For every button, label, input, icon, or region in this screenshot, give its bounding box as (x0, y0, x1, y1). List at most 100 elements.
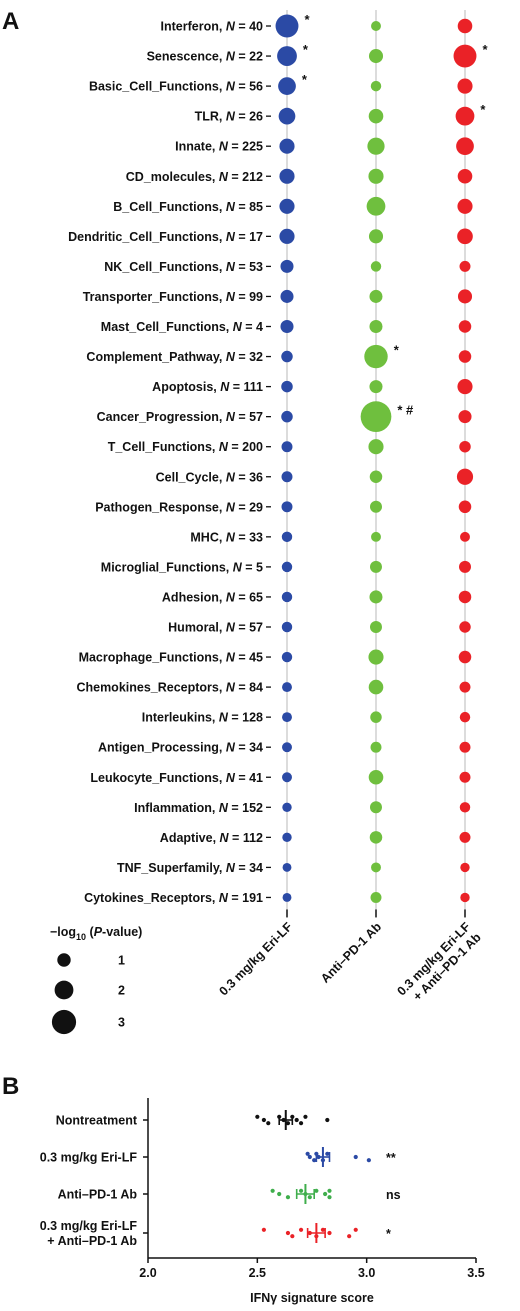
data-point (327, 1195, 332, 1200)
significance-label: * (386, 1227, 391, 1241)
dot (459, 621, 471, 633)
dot (281, 380, 293, 393)
row-label: CD_molecules, N = 212 (126, 170, 263, 184)
legend-label: 3 (118, 1016, 125, 1030)
legend-label: 1 (118, 954, 125, 968)
column-label: 0.3 mg/kg Eri-LF+ Anti–PD-1 Ab (394, 919, 484, 1009)
data-point (298, 1188, 304, 1193)
data-point (298, 1121, 304, 1126)
dot (281, 651, 293, 663)
dot (282, 862, 292, 872)
dot (282, 712, 292, 723)
dot (368, 679, 384, 695)
data-point (325, 1151, 330, 1156)
data-point (307, 1154, 312, 1160)
dot (279, 138, 295, 154)
group-label: Anti–PD-1 Ab (58, 1188, 138, 1202)
dot (370, 560, 382, 573)
dot (281, 350, 293, 363)
dot (280, 319, 294, 334)
data-point (303, 1114, 308, 1119)
dot (459, 560, 471, 573)
dot (370, 261, 382, 272)
dot (364, 344, 388, 369)
dot (278, 107, 296, 125)
legend-dot (57, 953, 71, 967)
data-point (327, 1230, 332, 1236)
column-label: 0.3 mg/kg Eri-LF (216, 919, 295, 998)
dot (368, 168, 384, 184)
dot (460, 892, 470, 903)
data-point (353, 1227, 358, 1232)
panel-a-dot-plot: Interferon, N = 40 * Senescence, N = 22 * * B… (50, 10, 488, 1035)
dot (368, 108, 384, 124)
data-point (323, 1191, 328, 1197)
dot (282, 893, 292, 902)
row-label: Inflammation, N = 152 (134, 801, 263, 815)
dot (369, 590, 383, 604)
dot (457, 379, 473, 395)
dot (370, 711, 382, 723)
dot (281, 410, 293, 423)
data-point (320, 1227, 326, 1232)
row-label: Complement_Pathway, N = 32 (86, 350, 263, 364)
dot (368, 769, 384, 785)
dot (370, 801, 382, 814)
data-point (261, 1117, 266, 1123)
group-label: 0.3 mg/kg Eri-LF (40, 1151, 138, 1165)
data-point (290, 1234, 295, 1239)
row-label: NK_Cell_Functions, N = 53 (104, 260, 263, 274)
dot (459, 440, 471, 453)
data-point (347, 1234, 352, 1239)
dot (281, 621, 293, 633)
row-label: Chemokines_Receptors, N = 84 (76, 681, 263, 695)
dot (360, 401, 392, 433)
dot (457, 78, 473, 94)
row-label: Basic_Cell_Functions, N = 56 (89, 80, 263, 94)
data-point (285, 1230, 291, 1236)
dot (370, 80, 382, 92)
dot (367, 137, 385, 155)
dot (460, 531, 470, 542)
significance-mark: * (302, 72, 308, 87)
data-point (314, 1188, 319, 1193)
dot (459, 831, 471, 843)
dot (458, 350, 472, 363)
dot (458, 590, 472, 604)
dot (370, 621, 382, 633)
dot (371, 531, 381, 542)
dot (282, 742, 292, 753)
dot (281, 561, 293, 573)
row-label: MHC, N = 33 (190, 530, 263, 544)
legend-title: −log10 (P-value) (50, 925, 142, 942)
dot (459, 681, 471, 693)
row-label: Interferon, N = 40 (161, 20, 264, 34)
row-label: Antigen_Processing, N = 34 (98, 741, 263, 755)
dot (453, 44, 477, 68)
dot (459, 771, 471, 783)
data-point (327, 1188, 332, 1193)
dot (369, 380, 383, 394)
significance-label: ** (386, 1151, 396, 1165)
data-point (305, 1151, 310, 1156)
row-label: Senescence, N = 22 (147, 50, 263, 64)
dot (370, 741, 382, 753)
row-label: Transporter_Functions, N = 99 (83, 290, 263, 304)
significance-mark: * # (397, 403, 414, 418)
row-label: Pathogen_Response, N = 29 (95, 500, 263, 514)
significance-mark: * (304, 12, 310, 27)
dot (457, 198, 473, 214)
significance-label: ns (386, 1188, 401, 1202)
dot (371, 21, 381, 31)
data-point (294, 1117, 299, 1123)
row-label: Innate, N = 225 (175, 140, 263, 154)
row-label: Leukocyte_Functions, N = 41 (90, 771, 263, 785)
row-label: Cytokines_Receptors, N = 191 (84, 891, 263, 905)
dot (457, 289, 473, 304)
dot (459, 802, 471, 813)
row-label: TLR, N = 26 (195, 110, 263, 124)
row-label: Humoral, N = 57 (168, 621, 263, 635)
x-tick-label: 3.0 (358, 1266, 375, 1280)
data-point (270, 1188, 275, 1193)
column-label: Anti–PD-1 Ab (318, 919, 384, 985)
